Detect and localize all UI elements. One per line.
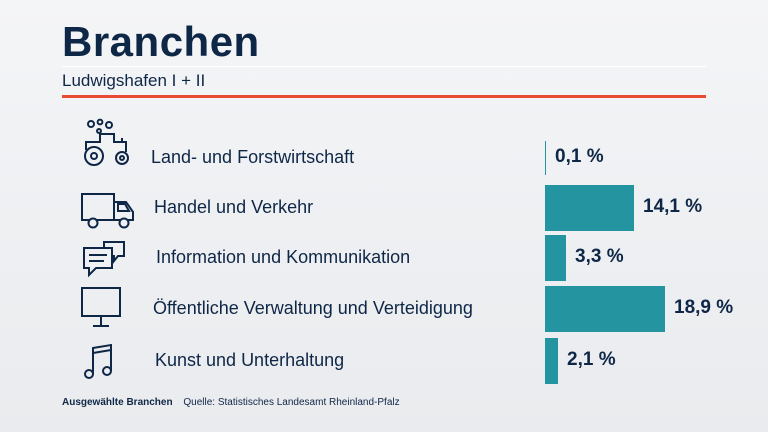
monitor-icon xyxy=(78,286,138,334)
bar xyxy=(545,141,546,175)
data-label: 0,1 % xyxy=(555,146,604,167)
category-label: Land- und Forstwirtschaft xyxy=(151,147,355,167)
bar xyxy=(545,286,665,332)
category-label: Handel und Verkehr xyxy=(154,197,314,217)
data-label: 14,1 % xyxy=(643,196,703,217)
page-title: Branchen xyxy=(62,18,260,65)
category-label: Information und Kommunikation xyxy=(156,247,411,267)
page-subtitle: Ludwigshafen I + II xyxy=(62,71,206,90)
bar xyxy=(545,338,558,384)
tractor-icon xyxy=(78,118,138,168)
accent-divider xyxy=(62,95,706,98)
data-label: 3,3 % xyxy=(575,246,624,267)
bar xyxy=(545,185,634,231)
truck-icon xyxy=(78,186,138,234)
data-label: 18,9 % xyxy=(674,297,734,318)
footer: Ausgewählte Branchen Quelle: Statistisch… xyxy=(62,397,400,408)
data-label: 2,1 % xyxy=(567,349,616,370)
title-divider xyxy=(62,66,706,67)
footer-note: Ausgewählte Branchen xyxy=(62,397,173,408)
category-label: Kunst und Unterhaltung xyxy=(155,350,345,370)
source-credit: Quelle: Statistisches Landesamt Rheinlan… xyxy=(183,397,400,408)
bar xyxy=(545,235,566,281)
music-note-icon xyxy=(78,340,138,388)
category-label: Öffentliche Verwaltung und Verteidigung xyxy=(153,298,473,318)
chat-bubbles-icon xyxy=(78,236,138,284)
